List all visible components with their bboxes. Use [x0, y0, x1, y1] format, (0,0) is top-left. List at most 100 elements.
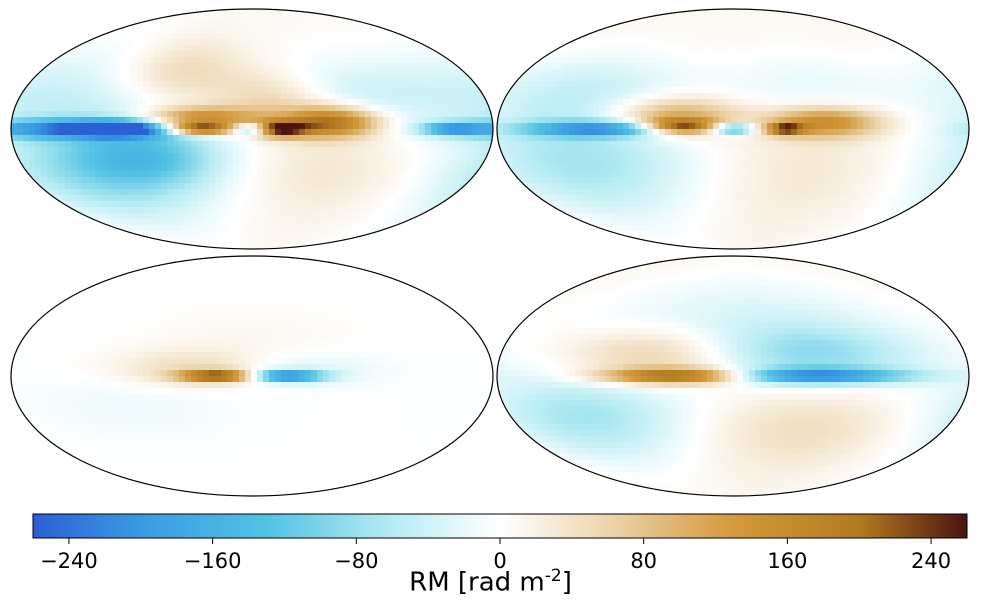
- rm-map-cell: [149, 159, 156, 166]
- rm-map-cell: [119, 45, 126, 52]
- rm-map-cell: [551, 63, 558, 70]
- rm-map-cell: [89, 117, 96, 124]
- rm-map-cell: [395, 153, 402, 160]
- rm-map-cell: [953, 105, 960, 112]
- rm-map-cell: [851, 51, 858, 58]
- rm-map-cell: [899, 63, 906, 70]
- rm-map-cell: [437, 195, 444, 202]
- rm-map-cell: [875, 93, 882, 100]
- rm-map-cell: [455, 141, 462, 148]
- rm-map-cell: [791, 201, 798, 208]
- rm-map-cell: [323, 165, 330, 172]
- rm-map-cell: [611, 171, 618, 178]
- rm-map-cell: [257, 243, 264, 249]
- rm-map-cell: [143, 219, 150, 226]
- rm-map-cell: [347, 159, 354, 166]
- rm-map-cell: [437, 75, 444, 82]
- rm-map-cell: [383, 51, 390, 58]
- rm-map-cell: [875, 105, 882, 112]
- rm-map-cell: [155, 87, 162, 94]
- rm-map-cell: [275, 129, 282, 136]
- rm-map-cell: [251, 57, 258, 64]
- rm-map-cell: [605, 201, 612, 208]
- rm-map-cell: [203, 237, 210, 244]
- rm-map-cell: [899, 177, 906, 184]
- rm-map-cell: [593, 105, 600, 112]
- rm-map-cell: [929, 123, 936, 130]
- rm-map-cell: [329, 165, 336, 172]
- rm-map-cell: [371, 153, 378, 160]
- rm-map-cell: [257, 123, 264, 130]
- rm-map-cell: [731, 63, 738, 70]
- rm-map-cell: [731, 87, 738, 94]
- rm-map-cell: [29, 129, 36, 136]
- rm-map-cell: [359, 141, 366, 148]
- rm-map-cell: [653, 123, 660, 130]
- rm-map-cell: [113, 87, 120, 94]
- rm-map-cell: [35, 69, 42, 76]
- rm-map-cell: [821, 117, 828, 124]
- rm-map-cell: [191, 111, 198, 118]
- rm-map-cell: [281, 15, 288, 22]
- rm-map-cell: [47, 123, 54, 130]
- rm-map-cell: [563, 45, 570, 52]
- rm-map-cell: [635, 135, 642, 142]
- rm-map-cell: [659, 15, 666, 22]
- rm-map-cell: [857, 171, 864, 178]
- rm-map-cell: [803, 69, 810, 76]
- rm-map-cell: [917, 159, 924, 166]
- rm-map-cell: [29, 117, 36, 124]
- rm-map-cell: [875, 99, 882, 106]
- rm-map-cell: [173, 69, 180, 76]
- rm-map-cell: [539, 165, 546, 172]
- rm-map-cell: [209, 39, 216, 46]
- rm-map-cell: [641, 147, 648, 154]
- rm-map-cell: [131, 159, 138, 166]
- rm-map-cell: [719, 153, 726, 160]
- rm-map-cell: [473, 141, 480, 148]
- rm-map-cell: [425, 69, 432, 76]
- rm-map-cell: [887, 117, 894, 124]
- rm-map-cell: [473, 159, 480, 166]
- rm-map-cell: [413, 99, 420, 106]
- rm-map-cell: [275, 195, 282, 202]
- rm-map-cell: [239, 165, 246, 172]
- rm-map-cell: [779, 69, 786, 76]
- rm-map-cell: [23, 129, 30, 136]
- rm-map-cell: [821, 111, 828, 118]
- rm-map-cell: [797, 27, 804, 34]
- rm-map-cell: [827, 75, 834, 82]
- rm-map-cell: [917, 165, 924, 172]
- rm-map-cell: [293, 105, 300, 112]
- rm-map-cell: [239, 207, 246, 214]
- rm-map-cell: [149, 219, 156, 226]
- rm-map-cell: [473, 153, 480, 160]
- rm-map-cell: [623, 207, 630, 214]
- rm-map-cell: [773, 189, 780, 196]
- rm-map-cell: [341, 63, 348, 70]
- rm-map-cell: [251, 171, 258, 178]
- rm-map-cell: [203, 147, 210, 154]
- rm-map-cell: [683, 141, 690, 148]
- rm-map-cell: [935, 129, 942, 136]
- rm-map-cell: [707, 213, 714, 220]
- rm-map-cell: [575, 135, 582, 142]
- rm-map-cell: [83, 123, 90, 130]
- rm-map-cell: [299, 135, 306, 142]
- rm-map-cell: [737, 75, 744, 82]
- rm-map-cell: [779, 87, 786, 94]
- rm-map-cell: [53, 171, 60, 178]
- rm-map-cell: [269, 141, 276, 148]
- rm-map-cell: [101, 177, 108, 184]
- rm-map-cell: [521, 171, 528, 178]
- rm-map-cell: [359, 183, 366, 190]
- rm-map-cell: [365, 75, 372, 82]
- rm-map-cell: [827, 129, 834, 136]
- rm-map-cell: [167, 141, 174, 148]
- rm-map-cell: [137, 147, 144, 154]
- rm-map-cell: [347, 117, 354, 124]
- rm-map-cell: [911, 201, 918, 208]
- rm-map-cell: [557, 159, 564, 166]
- rm-map-cell: [155, 189, 162, 196]
- rm-map-cell: [785, 27, 792, 34]
